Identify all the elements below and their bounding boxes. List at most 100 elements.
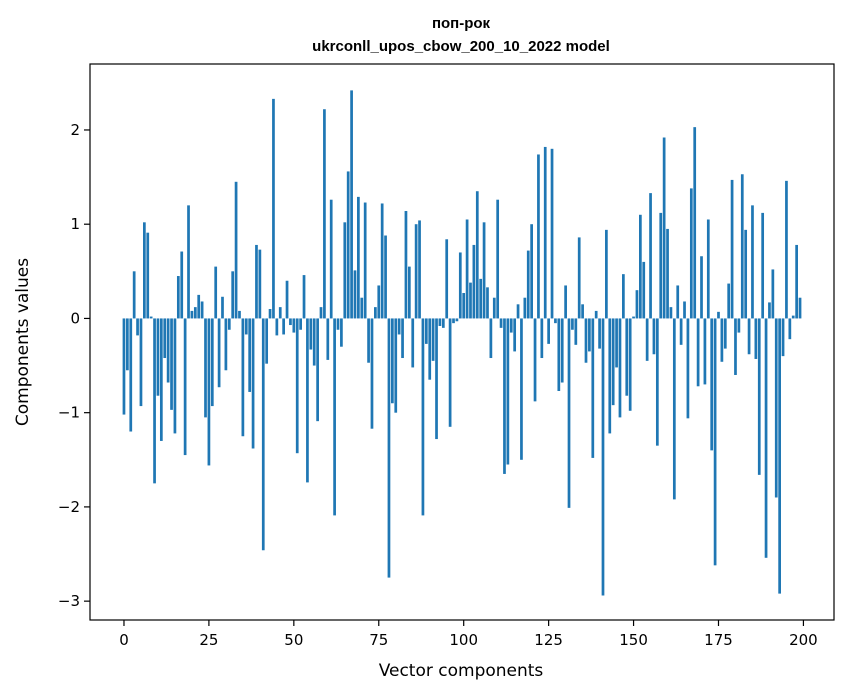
bar-46 bbox=[278, 307, 282, 319]
bar-190 bbox=[768, 302, 771, 319]
bar-171 bbox=[703, 318, 707, 385]
x-axis-ticks: 0 25 50 75 100 125 150 175 200 bbox=[119, 620, 818, 649]
bar-137 bbox=[588, 318, 591, 352]
bar-195 bbox=[785, 180, 788, 319]
bar-101 bbox=[465, 219, 469, 319]
bar-133 bbox=[574, 318, 578, 345]
bar-122 bbox=[537, 154, 540, 319]
bar-147 bbox=[622, 274, 625, 319]
bar-66 bbox=[346, 171, 350, 319]
y-tick-label: 0 bbox=[70, 309, 80, 327]
bar-96 bbox=[448, 318, 452, 427]
bar-124 bbox=[543, 146, 547, 319]
bar-24 bbox=[204, 318, 207, 418]
bar-157 bbox=[655, 318, 659, 446]
bar-104 bbox=[475, 191, 479, 319]
bar-45 bbox=[275, 318, 279, 336]
bar-130 bbox=[564, 285, 567, 319]
bar-164 bbox=[679, 318, 683, 345]
bar-67 bbox=[350, 90, 353, 319]
y-tick-label: 1 bbox=[70, 215, 80, 233]
bar-62 bbox=[333, 318, 336, 516]
chart-title-line-2: ukrconll_upos_cbow_200_10_2022 model bbox=[312, 38, 610, 55]
bar-144 bbox=[611, 318, 615, 406]
bar-32 bbox=[231, 271, 235, 319]
bar-179 bbox=[730, 179, 734, 319]
x-tick-label: 200 bbox=[789, 631, 818, 649]
bar-76 bbox=[380, 203, 384, 319]
bar-177 bbox=[723, 318, 727, 349]
bar-112 bbox=[503, 318, 506, 474]
bar-113 bbox=[506, 318, 510, 465]
bar-8 bbox=[149, 316, 153, 319]
bar-25 bbox=[207, 318, 211, 466]
bar-71 bbox=[363, 202, 367, 319]
chart-title-line-1: поп-рок bbox=[432, 15, 491, 32]
bar-4 bbox=[136, 318, 139, 336]
y-tick-label: −1 bbox=[58, 404, 80, 422]
y-axis-label: Components values bbox=[13, 258, 33, 426]
bar-110 bbox=[496, 199, 500, 319]
bar-80 bbox=[394, 318, 398, 413]
bar-154 bbox=[645, 318, 649, 361]
bar-158 bbox=[659, 212, 663, 319]
bar-83 bbox=[404, 211, 408, 319]
bar-77 bbox=[384, 235, 387, 319]
x-tick-label: 0 bbox=[119, 631, 129, 649]
bar-127 bbox=[554, 318, 557, 324]
bar-129 bbox=[560, 318, 564, 383]
bar-163 bbox=[676, 285, 680, 319]
bar-57 bbox=[316, 318, 319, 422]
bar-3 bbox=[132, 271, 136, 319]
bar-155 bbox=[649, 193, 652, 319]
bar-114 bbox=[509, 318, 513, 333]
x-tick-label: 25 bbox=[199, 631, 218, 649]
bar-131 bbox=[567, 318, 571, 508]
x-tick-label: 175 bbox=[704, 631, 733, 649]
x-tick-label: 125 bbox=[534, 631, 563, 649]
x-tick-label: 50 bbox=[284, 631, 303, 649]
bar-88 bbox=[421, 318, 425, 516]
bar-31 bbox=[227, 318, 231, 330]
x-tick-label: 100 bbox=[449, 631, 478, 649]
bar-15 bbox=[173, 318, 177, 434]
bar-123 bbox=[540, 318, 544, 359]
bar-167 bbox=[689, 188, 693, 319]
bar-27 bbox=[214, 266, 218, 319]
bar-69 bbox=[357, 196, 360, 319]
bar-43 bbox=[268, 309, 272, 319]
bar-98 bbox=[455, 318, 459, 322]
bar-198 bbox=[795, 244, 798, 319]
bar-140 bbox=[598, 318, 601, 349]
bar-41 bbox=[261, 318, 265, 551]
bar-11 bbox=[159, 318, 163, 441]
bar-149 bbox=[628, 318, 632, 411]
bar-29 bbox=[221, 296, 224, 319]
bar-75 bbox=[377, 285, 381, 319]
bar-197 bbox=[791, 315, 795, 319]
y-tick-label: 2 bbox=[70, 121, 80, 139]
bar-37 bbox=[248, 318, 252, 392]
bar-168 bbox=[693, 127, 697, 319]
bar-74 bbox=[374, 307, 377, 319]
bar-139 bbox=[594, 310, 598, 319]
x-tick-label: 75 bbox=[369, 631, 388, 649]
bar-109 bbox=[492, 297, 496, 319]
bar-39 bbox=[255, 244, 258, 319]
bar-189 bbox=[764, 318, 768, 558]
bar-86 bbox=[414, 224, 418, 319]
bar-44 bbox=[272, 98, 275, 319]
bar-12 bbox=[163, 318, 167, 359]
bar-63 bbox=[336, 318, 340, 330]
bar-188 bbox=[761, 212, 765, 319]
bar-84 bbox=[407, 266, 411, 319]
bar-170 bbox=[700, 256, 703, 319]
bar-180 bbox=[734, 318, 737, 375]
bar-159 bbox=[662, 137, 666, 319]
bar-58 bbox=[319, 307, 323, 319]
bar-150 bbox=[632, 316, 635, 319]
bar-173 bbox=[710, 318, 714, 451]
bar-7 bbox=[146, 232, 150, 319]
bar-16 bbox=[176, 276, 180, 319]
bar-38 bbox=[251, 318, 255, 449]
